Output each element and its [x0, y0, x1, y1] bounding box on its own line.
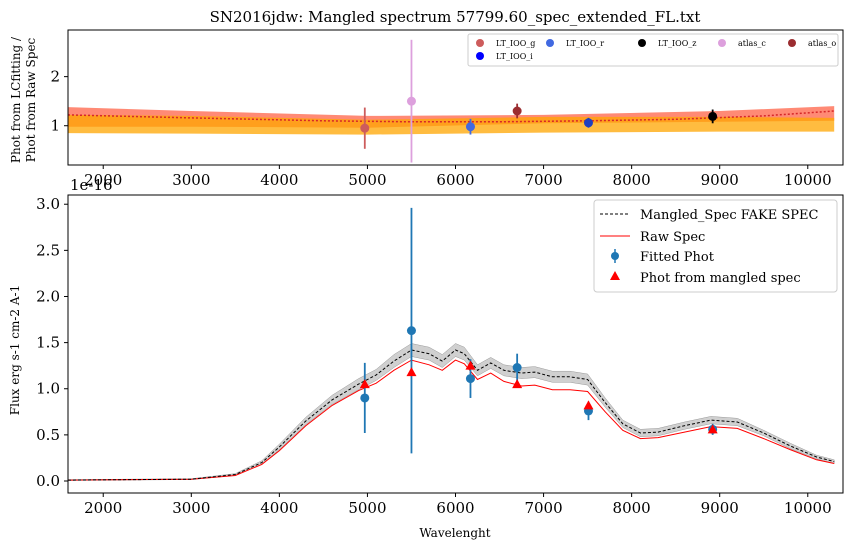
- x-tick-label: 7000: [524, 171, 562, 189]
- ratio-legend-label: LT_IOO_i: [496, 52, 533, 61]
- spectrum-y-axis: 0.0 0.5 1.0 1.5 2.0 2.5 3.0: [36, 195, 68, 490]
- ratio-legend-marker: [546, 39, 554, 47]
- x-tick-label: 3000: [172, 171, 210, 189]
- x-tick-label: 10000: [784, 499, 832, 517]
- ratio-legend-marker: [638, 39, 646, 47]
- raw-spec-line: [68, 359, 835, 481]
- legend-mangled-spec-label: Mangled_Spec FAKE SPEC: [640, 208, 819, 223]
- y-tick-label: 2: [50, 68, 60, 86]
- legend-phot-mangled-label: Phot from mangled spec: [640, 271, 801, 286]
- mangled-spec-line: [68, 349, 835, 481]
- ratio-panel: SN2016jdw: Mangled spectrum 57799.60_spe…: [9, 8, 844, 194]
- ratio-x-axis: 2000 3000 4000 5000 6000 7000 8000 9000 10000: [84, 165, 832, 189]
- y-tick-label: 2.5: [36, 241, 60, 259]
- spectrum-legend: Mangled_Spec FAKE SPEC Raw Spec Fitted P…: [593, 199, 838, 293]
- x-tick-label: 2000: [84, 171, 122, 189]
- ratio-ylabel-line1: Phot from LCfitting /: [9, 36, 23, 163]
- ratio-legend: LT_IOO_g LT_IOO_i LT_IOO_r LT_IOO_z atlas_c a…: [467, 33, 839, 67]
- x-tick-label: 8000: [613, 171, 651, 189]
- x-tick-label: 8000: [613, 499, 651, 517]
- ratio-legend-marker: [718, 39, 726, 47]
- x-tick-label: 4000: [260, 171, 298, 189]
- ratio-legend-items: LT_IOO_g LT_IOO_i LT_IOO_r LT_IOO_z atlas_c a…: [476, 39, 836, 61]
- x-tick-label: 4000: [260, 499, 298, 517]
- ratio-ylabel-line2: Phot from Raw Spec: [24, 37, 38, 162]
- phot-mangled-point: [465, 360, 476, 370]
- x-tick-label: 7000: [524, 499, 562, 517]
- spectrum-xlabel: Wavelenght: [419, 526, 490, 540]
- legend-fitted-phot-marker: [611, 252, 619, 260]
- phot-mangled-point: [512, 379, 523, 389]
- y-tick-label: 1.5: [36, 334, 60, 352]
- x-tick-label: 5000: [348, 171, 386, 189]
- spectrum-plot-area: [68, 207, 835, 481]
- ratio-legend-marker: [476, 39, 484, 47]
- y-tick-label: 0.0: [36, 472, 60, 490]
- spectrum-legend-frame: [593, 199, 838, 293]
- x-tick-label: 9000: [701, 499, 739, 517]
- ratio-legend-marker: [476, 52, 484, 60]
- x-tick-label: 9000: [701, 171, 739, 189]
- fitted-phot-point: [512, 363, 522, 373]
- ratio-legend-label: LT_IOO_g: [496, 39, 535, 48]
- ratio-point: [406, 96, 416, 106]
- ratio-legend-frame: [467, 33, 839, 67]
- legend-fitted-phot-label: Fitted Phot: [640, 250, 715, 265]
- ratio-point: [512, 106, 522, 116]
- x-tick-label: 5000: [348, 499, 386, 517]
- ratio-point: [708, 111, 718, 121]
- fitted-phot-point: [406, 326, 416, 336]
- legend-raw-spec-label: Raw Spec: [640, 230, 705, 245]
- fitted-phot-point: [360, 393, 370, 403]
- x-tick-label: 6000: [436, 171, 474, 189]
- ratio-legend-label: LT_IOO_z: [658, 39, 697, 48]
- ratio-legend-label: atlas_o: [808, 39, 836, 48]
- x-tick-label: 10000: [784, 171, 832, 189]
- ratio-y-axis: 12: [50, 68, 68, 135]
- x-tick-label: 2000: [84, 499, 122, 517]
- fitted-phot-point: [465, 374, 475, 384]
- ratio-uncertainty-band: [68, 114, 835, 135]
- y-tick-label: 1.0: [36, 380, 60, 398]
- ratio-point: [465, 122, 475, 132]
- spectrum-panel: 2000 3000 4000 5000 6000 7000 8000 9000 10000 0.…: [8, 194, 844, 540]
- ratio-legend-label: atlas_c: [738, 39, 766, 48]
- ratio-legend-label: LT_IOO_r: [566, 39, 604, 48]
- phot-mangled-point: [707, 424, 718, 434]
- y-tick-label: 1: [50, 117, 60, 135]
- phot-mangled-point: [359, 379, 370, 389]
- y-tick-label: 2.0: [36, 287, 60, 305]
- y-tick-label: 3.0: [36, 195, 60, 213]
- ratio-point: [583, 118, 593, 128]
- x-tick-label: 3000: [172, 499, 210, 517]
- spectrum-x-axis: 2000 3000 4000 5000 6000 7000 8000 9000 10000: [84, 493, 832, 517]
- ratio-point: [360, 123, 370, 133]
- x-tick-label: 6000: [436, 499, 474, 517]
- spectrum-ylabel: Flux erg s-1 cm-2 A-1: [8, 285, 22, 415]
- ratio-offset-label: 1e-16: [70, 176, 113, 194]
- ratio-plot-area: [68, 39, 835, 163]
- legend-phot-mangled-marker: [610, 271, 620, 280]
- ratio-legend-marker: [788, 39, 796, 47]
- phot-mangled-point: [406, 367, 417, 377]
- phot-mangled-point: [583, 400, 594, 410]
- y-tick-label: 0.5: [36, 426, 60, 444]
- ratio-panel-title: SN2016jdw: Mangled spectrum 57799.60_spe…: [210, 8, 701, 26]
